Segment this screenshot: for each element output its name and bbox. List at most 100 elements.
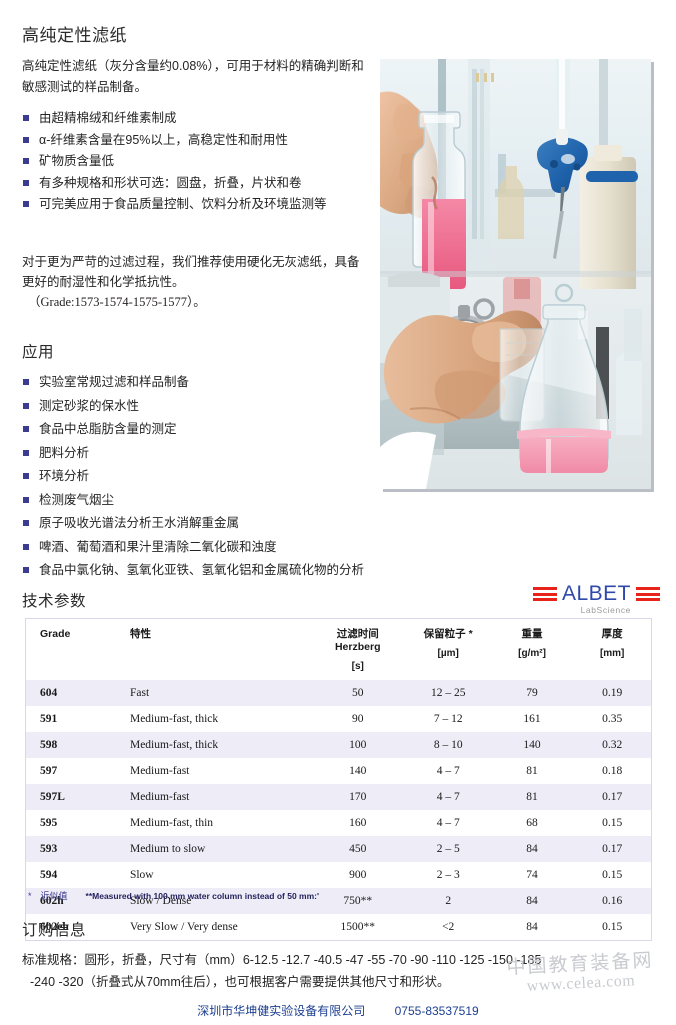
- cell-characteristic: Very Slow / Very dense: [115, 914, 310, 940]
- col-header-filtration-time: 过滤时间 Herzberg [s]: [309, 619, 406, 680]
- cell-particle: 2 – 3: [405, 862, 491, 888]
- col-header-particle-retention: 保留粒子 * [µm]: [405, 619, 491, 680]
- col-header-characteristic-label: 特性: [129, 628, 151, 640]
- list-item: 实验室常规过滤和样品制备: [22, 372, 472, 394]
- cell-particle: 8 – 10: [405, 732, 491, 758]
- col-header-time-line2: Herzberg: [334, 641, 381, 653]
- cell-time: 90: [309, 706, 406, 732]
- col-header-particle-unit: [µm]: [437, 648, 459, 659]
- note-paragraph: 对于更为严苛的过滤过程，我们推荐使用硬化无灰滤纸，具备更好的耐湿性和化学抵抗性。: [22, 255, 360, 289]
- hardened-paper-note: 对于更为严苛的过滤过程，我们推荐使用硬化无灰滤纸，具备更好的耐湿性和化学抵抗性。…: [22, 252, 367, 313]
- list-item: α-纤维素含量在95%以上，高稳定性和耐用性: [22, 130, 367, 151]
- table-row: 594 Slow 900 2 – 3 74 0.15: [26, 862, 651, 888]
- intro-paragraph: 高纯定性滤纸（灰分含量约0.08%），可用于材料的精确判断和敏感测试的样品制备。: [22, 59, 364, 94]
- list-item: 啤酒、葡萄酒和果汁里清除二氧化碳和浊度: [22, 537, 472, 559]
- cell-time: 140: [309, 758, 406, 784]
- specifications-table: Grade 特性 过滤时间 Herzberg [s] 保留粒子 * [µm]: [26, 619, 651, 940]
- logo-brand-text: ALBET: [561, 582, 631, 605]
- table-row: 604 Fast 50 12 – 25 79 0.19: [26, 680, 651, 706]
- specifications-table-wrapper: Grade 特性 过滤时间 Herzberg [s] 保留粒子 * [µm]: [25, 618, 652, 941]
- laboratory-photo: 10 45 15 30: [380, 59, 651, 489]
- list-item: 矿物质含量低: [22, 151, 367, 172]
- footer-phone: 0755-83537519: [394, 1004, 479, 1018]
- ordering-section: 订购信息 标准规格：圆形，折叠，尺寸有（mm）6-12.5 -12.7 -40.…: [22, 918, 662, 993]
- cell-time: 1500**: [309, 914, 406, 940]
- cell-weight: 81: [490, 758, 574, 784]
- logo-wordmark: ALBET LabScience: [562, 583, 631, 615]
- list-item: 检测废气烟尘: [22, 490, 472, 512]
- col-header-grade: Grade: [26, 619, 116, 680]
- cell-grade: 602eh: [26, 914, 116, 940]
- cell-time: 170: [309, 784, 406, 810]
- cell-weight: 74: [490, 862, 574, 888]
- cell-weight: 84: [490, 888, 574, 914]
- cell-particle: 4 – 7: [405, 810, 491, 836]
- list-item: 可完美应用于食品质量控制、饮料分析及环境监测等: [22, 194, 367, 215]
- cell-thickness: 0.32: [573, 732, 651, 758]
- logo-tagline-text: LabScience: [580, 605, 631, 615]
- applications-heading: 应用: [22, 344, 55, 361]
- cell-thickness: 0.19: [573, 680, 651, 706]
- table-header: Grade 特性 过滤时间 Herzberg [s] 保留粒子 * [µm]: [26, 619, 651, 680]
- col-header-weight: 重量 [g/m²]: [490, 619, 574, 680]
- cell-time: 160: [309, 810, 406, 836]
- applications-section: 应用 实验室常规过滤和样品制备 测定砂浆的保水性 食品中总脂肪含量的测定 肥料分…: [22, 340, 472, 584]
- cell-time: 750**: [309, 888, 406, 914]
- col-header-time-line1: 过滤时间: [336, 628, 379, 640]
- col-header-time-unit: [s]: [351, 661, 364, 672]
- table-footnote: * 近似值 **Measured with 100 mm water colum…: [28, 889, 319, 902]
- cell-characteristic: Medium-fast, thick: [115, 706, 310, 732]
- cell-particle: 2: [405, 888, 491, 914]
- cell-grade: 597: [26, 758, 116, 784]
- table-row: 602eh Very Slow / Very dense 1500** <2 8…: [26, 914, 651, 940]
- cell-particle: 2 – 5: [405, 836, 491, 862]
- cell-characteristic: Fast: [115, 680, 310, 706]
- list-item: 测定砂浆的保水性: [22, 396, 472, 418]
- feature-list: 由超精棉绒和纤维素制成 α-纤维素含量在95%以上，高稳定性和耐用性 矿物质含量…: [22, 108, 367, 215]
- cell-weight: 81: [490, 784, 574, 810]
- table-row: 597 Medium-fast 140 4 – 7 81 0.18: [26, 758, 651, 784]
- cell-particle: <2: [405, 914, 491, 940]
- cell-thickness: 0.35: [573, 706, 651, 732]
- cell-thickness: 0.17: [573, 784, 651, 810]
- cell-grade: 594: [26, 862, 116, 888]
- grade-reference: （Grade:1573-1574-1575-1577）。: [28, 295, 206, 309]
- col-header-characteristic: 特性: [115, 619, 310, 680]
- ordering-line-1: 标准规格：圆形，折叠，尺寸有（mm）6-12.5 -12.7 -40.5 -47…: [22, 953, 542, 967]
- cell-characteristic: Medium to slow: [115, 836, 310, 862]
- footnote-cn-text: 近似值: [40, 891, 68, 901]
- application-list: 实验室常规过滤和样品制备 测定砂浆的保水性 食品中总脂肪含量的测定 肥料分析 环…: [22, 372, 472, 582]
- col-header-thickness-label: 厚度: [601, 628, 623, 640]
- list-item: 食品中氯化钠、氢氧化亚铁、氢氧化铝和金属硫化物的分析: [22, 560, 472, 582]
- tech-params-heading: 技术参数: [22, 593, 87, 610]
- list-item: 食品中总脂肪含量的测定: [22, 419, 472, 441]
- cell-weight: 84: [490, 836, 574, 862]
- albet-logo: ALBET LabScience: [532, 583, 660, 615]
- cell-characteristic: Slow: [115, 862, 310, 888]
- tech-params-heading-wrap: 技术参数: [22, 589, 86, 611]
- table-row: 593 Medium to slow 450 2 – 5 84 0.17: [26, 836, 651, 862]
- cell-grade: 602h: [26, 888, 116, 914]
- table-body: 604 Fast 50 12 – 25 79 0.19 591 Medium-f…: [26, 680, 651, 940]
- cell-weight: 84: [490, 914, 574, 940]
- logo-bars-left-icon: [532, 583, 557, 601]
- cell-thickness: 0.17: [573, 836, 651, 862]
- page-footer: 深圳市华坤健实验设备有限公司 0755-83537519: [0, 1002, 676, 1019]
- list-item: 环境分析: [22, 466, 472, 488]
- list-item: 由超精棉绒和纤维素制成: [22, 108, 367, 129]
- col-header-thickness-unit: [mm]: [599, 648, 625, 659]
- cell-thickness: 0.15: [573, 810, 651, 836]
- cell-grade: 597L: [26, 784, 116, 810]
- cell-thickness: 0.16: [573, 888, 651, 914]
- col-header-particle-label: 保留粒子 *: [423, 628, 473, 640]
- footer-company-name: 深圳市华坤健实验设备有限公司: [197, 1004, 366, 1018]
- cell-grade: 595: [26, 810, 116, 836]
- table-row: 597L Medium-fast 170 4 – 7 81 0.17: [26, 784, 651, 810]
- table-row: 598 Medium-fast, thick 100 8 – 10 140 0.…: [26, 732, 651, 758]
- cell-time: 900: [309, 862, 406, 888]
- cell-time: 50: [309, 680, 406, 706]
- cell-weight: 161: [490, 706, 574, 732]
- cell-weight: 140: [490, 732, 574, 758]
- lab-photo-illustration: 10 45 15 30: [380, 59, 651, 489]
